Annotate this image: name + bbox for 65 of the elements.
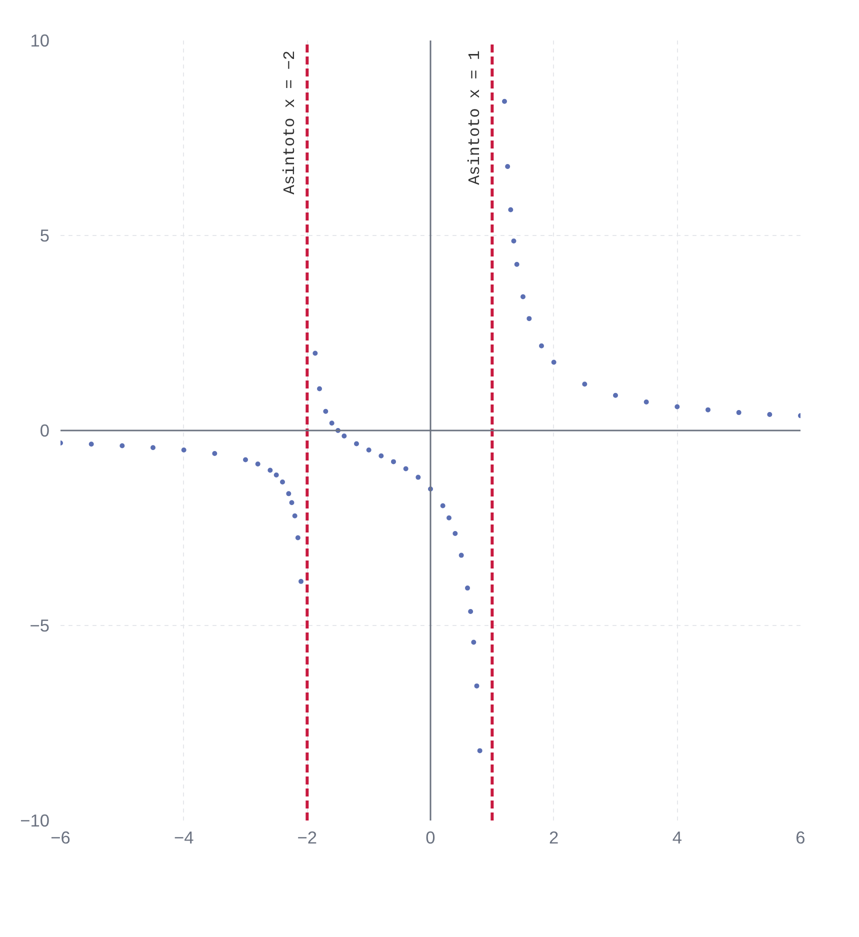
point	[88, 442, 94, 447]
point	[255, 462, 260, 467]
point	[767, 412, 772, 418]
point	[150, 445, 156, 450]
point	[551, 360, 556, 365]
point	[706, 407, 710, 412]
point	[582, 382, 588, 387]
point	[403, 466, 408, 472]
point	[212, 451, 218, 456]
point	[329, 420, 334, 426]
y-tick-label: −5	[30, 616, 50, 636]
point	[511, 238, 516, 244]
point	[366, 448, 372, 452]
point	[505, 164, 510, 169]
point	[474, 683, 480, 688]
point	[674, 404, 680, 410]
point	[644, 400, 649, 405]
point	[120, 443, 125, 448]
point	[298, 578, 304, 584]
point	[268, 468, 273, 473]
point	[243, 457, 248, 462]
y-tick-label: 0	[40, 420, 50, 440]
point	[312, 350, 318, 356]
point	[342, 433, 347, 438]
y-tick-label: −10	[20, 810, 50, 830]
point	[520, 294, 526, 300]
point	[477, 748, 482, 754]
point	[502, 98, 507, 104]
point	[295, 535, 300, 540]
point	[274, 472, 279, 478]
point	[286, 491, 292, 496]
point	[526, 316, 532, 322]
point	[317, 386, 322, 392]
point	[508, 207, 514, 212]
point	[440, 503, 446, 508]
point	[465, 586, 470, 591]
x-tick-label: 0	[426, 828, 436, 848]
y-tick-label: 5	[40, 226, 50, 246]
point	[736, 410, 742, 416]
point	[514, 262, 520, 267]
point	[280, 479, 285, 484]
x-tick-label: −4	[174, 828, 194, 848]
x-tick-label: 6	[796, 828, 806, 848]
ref-line-label: Asintoto x = 1	[466, 50, 484, 185]
point	[458, 552, 464, 558]
point	[416, 474, 421, 480]
point	[471, 640, 476, 645]
point	[378, 453, 384, 458]
point	[468, 608, 474, 614]
point	[181, 448, 186, 452]
point	[613, 392, 618, 398]
point	[391, 459, 396, 464]
ref-line-label: Asintoto x = −2	[281, 50, 300, 195]
point	[323, 408, 328, 414]
x-tick-label: −6	[50, 828, 70, 848]
point	[446, 515, 452, 520]
point	[452, 530, 458, 536]
x-tick-label: 4	[672, 828, 682, 848]
point	[289, 500, 294, 506]
point	[539, 343, 544, 348]
x-tick-label: −2	[297, 828, 318, 848]
x-tick-label: 2	[549, 828, 559, 848]
point	[292, 513, 298, 518]
point	[354, 441, 359, 446]
y-tick-label: 10	[30, 30, 50, 50]
